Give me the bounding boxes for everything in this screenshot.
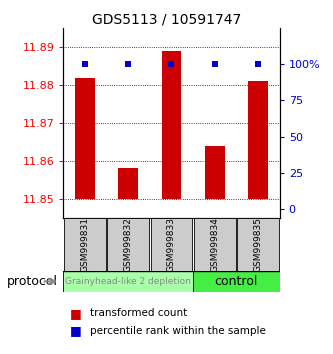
Text: control: control: [215, 275, 258, 288]
Text: percentile rank within the sample: percentile rank within the sample: [90, 326, 266, 336]
Bar: [151, 218, 192, 271]
Bar: [193, 271, 280, 292]
Bar: [194, 218, 235, 271]
Text: GSM999833: GSM999833: [167, 217, 176, 272]
Text: transformed count: transformed count: [90, 308, 187, 318]
Text: Grainyhead-like 2 depletion: Grainyhead-like 2 depletion: [65, 277, 191, 286]
Text: protocol: protocol: [7, 275, 58, 288]
Text: ■: ■: [70, 325, 82, 337]
Text: ■: ■: [70, 307, 82, 320]
Text: GSM999835: GSM999835: [253, 217, 263, 272]
Bar: [248, 81, 268, 199]
Text: GSM999832: GSM999832: [124, 217, 133, 272]
Text: GDS5113 / 10591747: GDS5113 / 10591747: [92, 12, 241, 27]
Bar: [205, 146, 224, 199]
Bar: [162, 51, 181, 199]
Text: GSM999834: GSM999834: [210, 217, 219, 272]
Bar: [108, 218, 149, 271]
Text: GSM999831: GSM999831: [80, 217, 90, 272]
Bar: [237, 218, 279, 271]
Bar: [64, 218, 106, 271]
Bar: [119, 169, 138, 199]
Bar: [63, 271, 193, 292]
Bar: [75, 78, 95, 199]
